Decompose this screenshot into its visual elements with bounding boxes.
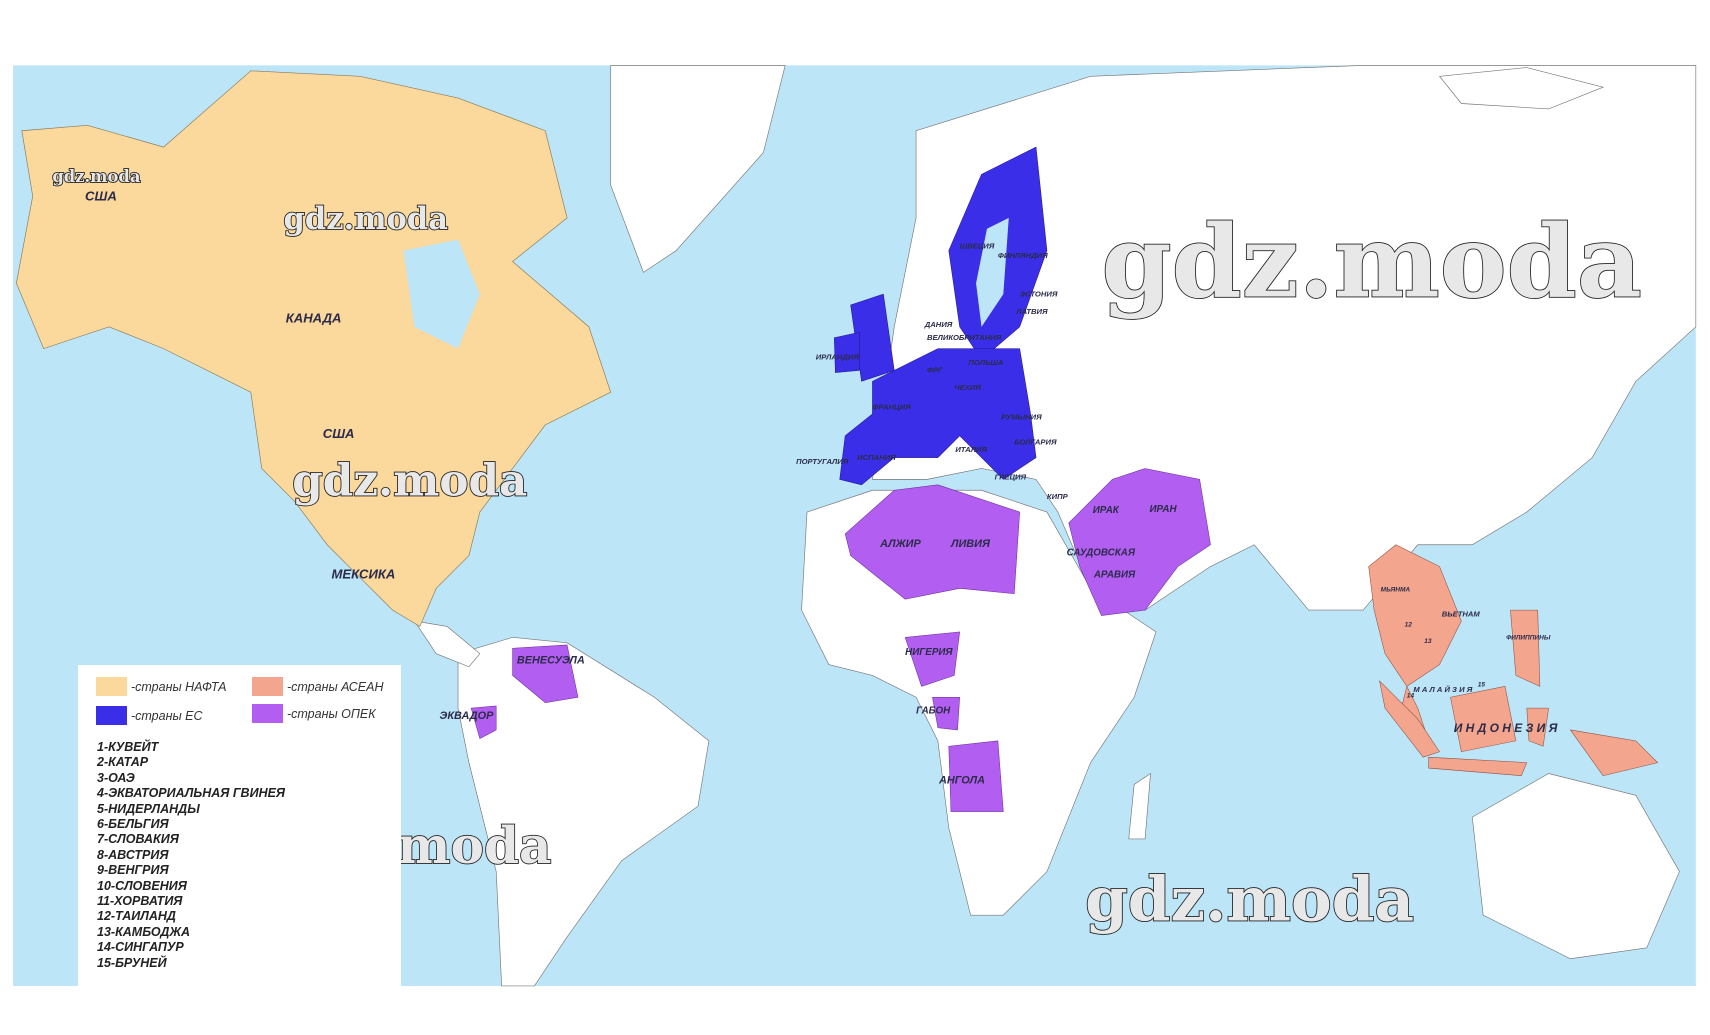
list-item: 2-КАТАР	[97, 755, 149, 770]
label-usa-alaska: США	[85, 188, 117, 203]
baltic-sea	[976, 217, 1009, 327]
label-portugal: ПОРТУГАЛИЯ	[796, 457, 849, 466]
opec-swatch	[252, 704, 283, 723]
label-15: 15	[1478, 681, 1486, 688]
list-item: 5-НИДЕРЛАНДЫ	[97, 801, 200, 816]
label-ireland: ИРЛАНДИЯ	[816, 353, 860, 362]
list-item: 14-СИНГАПУР	[97, 940, 184, 955]
legend-nafta-label: -страны НАФТА	[131, 679, 227, 694]
south-america	[457, 637, 710, 987]
label-vietnam: ВЬЕТНАМ	[1442, 610, 1481, 619]
watermark: gdz.moda	[1101, 202, 1641, 320]
nafta-region	[16, 70, 612, 627]
list-item: 12-ТАИЛАНД	[97, 909, 176, 924]
label-iran: ИРАН	[1149, 504, 1177, 515]
label-estonia: ЭСТОНИЯ	[1020, 289, 1058, 298]
legend-opec: -страны ОПЕК	[252, 704, 376, 723]
asean-region	[1368, 544, 1659, 777]
madagascar	[1128, 772, 1151, 840]
greenland	[610, 65, 786, 273]
label-libya: ЛИВИЯ	[950, 538, 991, 550]
label-12: 12	[1405, 621, 1413, 628]
hudson-bay	[403, 239, 480, 349]
label-malaysia: М А Л А Й З И Я	[1413, 685, 1472, 694]
list-item: 11-ХОРВАТИЯ	[97, 894, 183, 909]
label-czech: ЧЕХИЯ	[954, 383, 981, 392]
africa	[801, 489, 1157, 916]
central-america	[413, 620, 481, 668]
label-mexico: МЕКСИКА	[332, 567, 396, 582]
label-bulgaria: БОЛГАРИЯ	[1014, 438, 1057, 447]
arctic-islands	[1438, 67, 1605, 110]
label-indonesia: И Н Д О Н Е З И Я	[1454, 721, 1558, 735]
nafta-swatch	[96, 677, 127, 696]
label-canada: КАНАДА	[286, 310, 342, 325]
label-14: 14	[1407, 692, 1415, 699]
legend-nafta: -страны НАФТА	[96, 677, 226, 696]
legend-eu-label: -страны ЕС	[131, 708, 203, 723]
list-item: 6-БЕЛЬГИЯ	[97, 817, 169, 832]
label-poland: ПОЛЬША	[968, 358, 1003, 367]
label-romania: РУМЫНИЯ	[1001, 412, 1042, 421]
legend-asean: -страны АСЕАН	[252, 677, 384, 696]
label-germany: ФРГ	[927, 366, 943, 375]
label-angola: АНГОЛА	[938, 774, 985, 786]
list-item: 9-ВЕНГРИЯ	[97, 863, 169, 878]
list-item: 15-БРУНЕЙ	[97, 955, 167, 970]
label-gabon: ГАБОН	[916, 706, 951, 717]
label-philippines: ФИЛИППИНЫ	[1506, 635, 1551, 642]
label-algeria: АЛЖИР	[879, 538, 921, 550]
list-item: 13-КАМБОДЖА	[97, 924, 191, 939]
label-cyprus: КИПР	[1047, 492, 1069, 501]
label-saudi-2: АРАВИЯ	[1093, 569, 1136, 580]
watermark: gdz.moda	[284, 201, 449, 237]
numbered-country-list: 1-КУВЕЙТ 2-КАТАР 3-ОАЭ 4-ЭКВАТОРИАЛЬНАЯ …	[97, 740, 285, 971]
label-denmark: ДАНИЯ	[924, 320, 953, 329]
label-greece: ГРЕЦИЯ	[995, 472, 1027, 481]
label-usa: США	[323, 426, 355, 441]
watermark: gdz.moda	[292, 456, 527, 507]
list-item: 7-СЛОВАКИЯ	[97, 832, 179, 847]
label-saudi-1: САУДОВСКАЯ	[1067, 548, 1136, 559]
label-ecuador: ЭКВАДОР	[439, 710, 494, 722]
eu-swatch	[96, 706, 127, 725]
legend-asean-label: -страны АСЕАН	[287, 679, 384, 694]
legend-opec-label: -страны ОПЕК	[287, 706, 376, 721]
list-item: 10-СЛОВЕНИЯ	[97, 878, 187, 893]
list-item: 1-КУВЕЙТ	[97, 740, 159, 754]
label-iraq: ИРАК	[1093, 505, 1120, 516]
label-nigeria: НИГЕРИЯ	[905, 647, 953, 658]
list-item: 8-АВСТРИЯ	[97, 847, 169, 862]
label-venezuela: ВЕНЕСУЭЛА	[517, 654, 585, 666]
asean-swatch	[252, 677, 283, 696]
label-13: 13	[1424, 638, 1432, 645]
label-sweden: ШВЕЦИЯ	[960, 241, 995, 250]
label-italy: ИТАЛИЯ	[955, 445, 987, 454]
watermark: gdz.moda	[1085, 865, 1414, 936]
label-uk: ВЕЛИКОБРИТАНИЯ	[927, 333, 1002, 342]
label-myanmar: МЬЯНМА	[1381, 587, 1411, 594]
list-item: 4-ЭКВАТОРИАЛЬНАЯ ГВИНЕЯ	[97, 786, 286, 801]
map-legend: -страны НАФТА -страны АСЕАН -страны ЕС -…	[78, 665, 401, 987]
label-finland: ФИНЛЯНДИЯ	[998, 251, 1048, 260]
watermark: gdz.moda	[52, 167, 140, 186]
label-latvia: ЛАТВИЯ	[1015, 307, 1048, 316]
list-item: 3-ОАЭ	[97, 770, 135, 785]
australia	[1471, 773, 1680, 960]
legend-eu: -страны ЕС	[96, 706, 203, 725]
label-spain: ИСПАНИЯ	[857, 453, 896, 462]
eurasia	[872, 65, 1697, 611]
opec-region	[470, 468, 1211, 812]
label-france: ФРАНЦИЯ	[872, 403, 911, 412]
